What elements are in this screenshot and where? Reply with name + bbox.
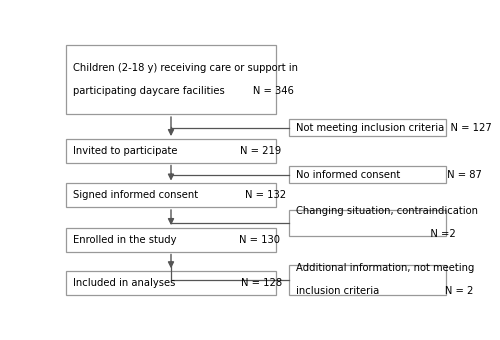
Text: Children (2-18 y) receiving care or support in

participating daycare facilities: Children (2-18 y) receiving care or supp… [74,63,298,96]
FancyBboxPatch shape [66,45,276,114]
Text: Changing situation, contraindication

                                          : Changing situation, contraindication [296,206,478,239]
Text: Invited to participate                    N = 219: Invited to participate N = 219 [74,146,282,156]
Text: Additional information, not meeting

inclusion criteria                     N = : Additional information, not meeting incl… [296,263,474,296]
FancyBboxPatch shape [66,271,276,295]
FancyBboxPatch shape [66,184,276,207]
FancyBboxPatch shape [289,265,446,295]
FancyBboxPatch shape [66,228,276,252]
Text: Included in analyses                     N = 128: Included in analyses N = 128 [74,278,282,288]
Text: No informed consent               N = 87: No informed consent N = 87 [296,170,482,180]
Text: Signed informed consent               N = 132: Signed informed consent N = 132 [74,190,286,200]
FancyBboxPatch shape [66,139,276,163]
FancyBboxPatch shape [289,167,446,184]
FancyBboxPatch shape [289,210,446,236]
Text: Enrolled in the study                    N = 130: Enrolled in the study N = 130 [74,235,280,245]
Text: Not meeting inclusion criteria  N = 127: Not meeting inclusion criteria N = 127 [296,123,492,133]
FancyBboxPatch shape [289,119,446,136]
